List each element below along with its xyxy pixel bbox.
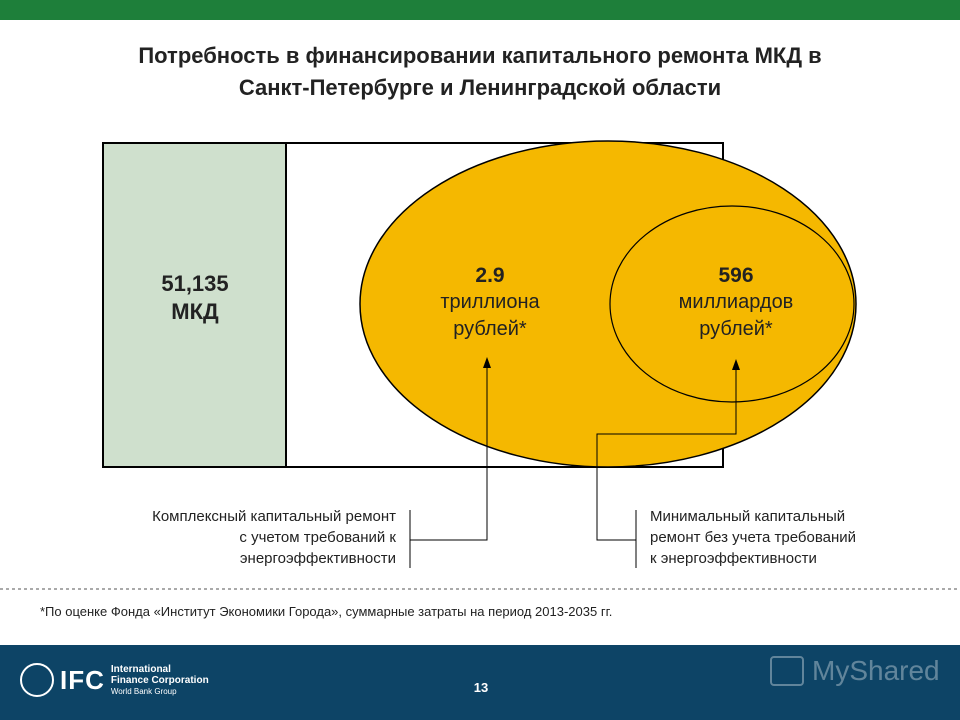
left-note-line: энергоэффективности [239,550,396,567]
ifc-logo-line-3: World Bank Group [110,686,177,696]
outer-ellipse-unit-2: рублей* [453,318,527,340]
right-note-line: ремонт без учета требований [650,529,857,546]
right-note: Минимальный капитальный ремонт без учета… [650,506,950,569]
page-title: Потребность в финансировании капитальног… [20,40,940,104]
inner-ellipse-label: 596 миллиардов рублей* [656,262,816,343]
left-note: Комплексный капитальный ремонт с учетом … [80,506,396,569]
watermark: MyShared [770,655,940,687]
left-connector [410,365,488,541]
outer-ellipse-unit-1: триллиона [440,291,540,313]
outer-ellipse-value: 2.9 [475,264,505,287]
inner-ellipse-unit-2: рублей* [699,318,773,340]
left-arrowhead [483,357,491,368]
inner-ellipse-unit-1: миллиардов [678,291,794,313]
ifc-logo-subtitle: International Finance Corporation World … [111,664,209,697]
title-line-1: Потребность в финансировании капитальног… [138,43,822,68]
footnote: *По оценке Фонда «Институт Экономики Гор… [40,604,613,619]
title-line-2: Санкт-Петербурге и Ленинградской области [238,75,722,100]
right-note-line: Минимальный капитальный [650,508,846,525]
ifc-logo: IFC International Finance Corporation Wo… [20,660,209,700]
watermark-icon [770,656,804,686]
mkd-count-label: 51,135 МКД [104,270,286,326]
ifc-logo-text: IFC [60,664,105,695]
mkd-count-value: 51,135 [161,271,229,296]
ifc-logo-line-2: Finance Corporation [110,674,209,686]
right-arrowhead [732,359,740,370]
mkd-count-unit: МКД [171,299,219,324]
inner-ellipse [609,205,855,403]
right-connector [596,367,737,541]
mkd-box [102,142,287,468]
left-note-line: с учетом требований к [239,529,396,546]
outer-ellipse-label: 2.9 триллиона рублей* [410,262,570,343]
ifc-logo-line-1: International [110,663,171,675]
globe-icon [20,663,54,697]
watermark-text: MyShared [812,655,940,686]
top-accent-bar [0,0,960,20]
page-number: 13 [473,680,489,695]
inner-ellipse-value: 596 [718,264,754,287]
right-note-line: к энергоэффективности [650,550,817,567]
left-note-line: Комплексный капитальный ремонт [152,508,396,525]
